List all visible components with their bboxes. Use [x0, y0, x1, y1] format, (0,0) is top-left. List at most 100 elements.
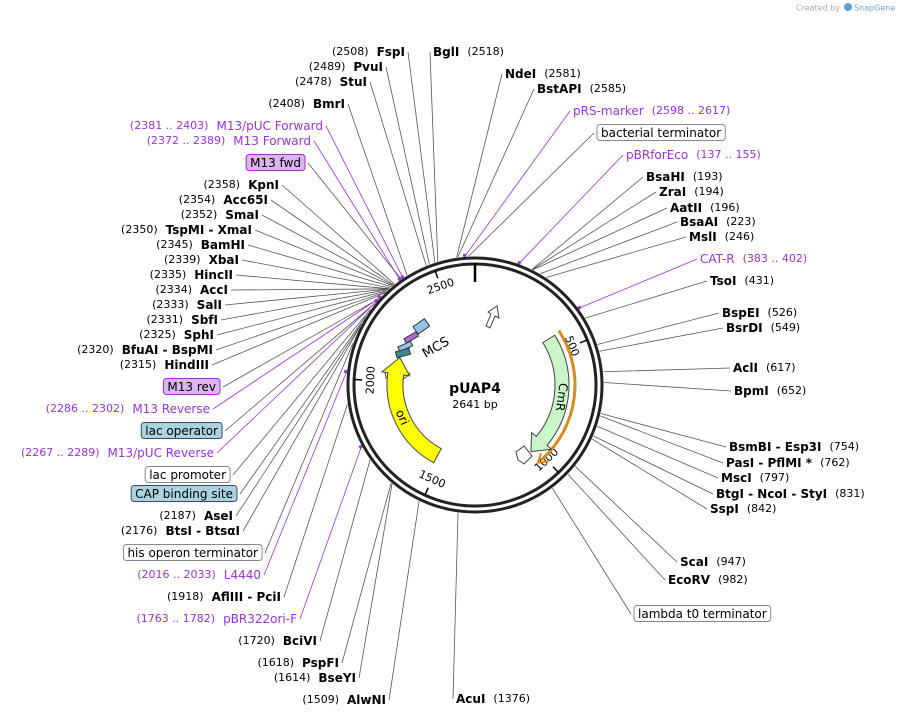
feature-box [130, 485, 238, 502]
site-name: BspEI [722, 306, 760, 320]
leader-line [546, 236, 687, 278]
site-label: SspI (842) [710, 502, 776, 516]
site-name: BciVI [283, 634, 317, 648]
site-name: SmaI [225, 208, 259, 222]
site-label: (2333) SalI [152, 298, 222, 312]
site-label: M13 fwd [250, 156, 301, 170]
site-label: BsaHI (193) [646, 170, 723, 184]
site-position: (2585) [590, 82, 627, 95]
ring-tick [579, 339, 588, 344]
site-label: pBRforEco (137 .. 155) [626, 148, 761, 162]
site-label: (2016 .. 2033) L4440 [137, 568, 261, 582]
site-name: FspI [377, 45, 405, 59]
site-label: lac promoter [149, 468, 226, 482]
ring-tick-label: 1500 [417, 467, 448, 490]
site-name: EcoRV [668, 573, 711, 587]
site-name: StuI [340, 75, 367, 89]
leader-line [518, 154, 624, 264]
site-name: TspMI - XmaI [166, 223, 252, 237]
site-label: BspEI (526) [722, 306, 797, 320]
brand: SnapGene [854, 4, 895, 13]
site-position: (2345) [156, 238, 193, 251]
site-label: BpmI (652) [734, 384, 806, 398]
site-name: PasI - PflMI * [726, 456, 813, 470]
site-position: (2354) [179, 193, 216, 206]
site-name: BsmBI - Esp3I [729, 440, 821, 454]
feature-name: M13 rev [167, 380, 216, 394]
site-name: BglI [433, 45, 459, 59]
site-position: (797) [760, 471, 790, 484]
site-name: BtgI - NcoI - StyI [716, 487, 827, 501]
feature-name: CAP binding site [135, 487, 233, 501]
site-name: TsoI [710, 274, 736, 288]
site-label: (2508) FspI [332, 45, 405, 59]
leader-line [585, 280, 708, 319]
feature-box [144, 466, 231, 483]
site-label: (2345) BamHI [156, 238, 245, 252]
plasmid-name: pUAP4 [449, 381, 501, 397]
site-label: bacterial terminator [601, 126, 721, 140]
primer-primer: M13/pUC Reverse [108, 446, 215, 460]
site-label: EcoRV (982) [668, 573, 748, 587]
site-label: (1614) BseYI [274, 671, 356, 685]
leader-line [235, 323, 362, 517]
leader-line [261, 214, 394, 286]
leader-line [239, 316, 366, 495]
credit: Created by [796, 4, 840, 13]
site-position: (982) [718, 573, 748, 586]
site-position: (196) [710, 201, 740, 214]
site-label: (2354) Acc65I [179, 193, 268, 207]
site-name: XbaI [209, 253, 239, 267]
site-label: CAT-R (383 .. 402) [700, 252, 807, 266]
leader-line [597, 312, 720, 345]
leader-line [313, 140, 401, 281]
leader-line [235, 274, 390, 290]
leader-line [531, 176, 644, 270]
site-name: BseYI [318, 671, 356, 685]
leader-line [599, 327, 724, 352]
leader-line [341, 482, 392, 664]
leader-line [230, 288, 389, 291]
site-name: MslI [689, 230, 717, 244]
leader-line [281, 184, 395, 285]
site-label: his operon terminator [127, 546, 258, 560]
primer-primer: M13 Forward [233, 134, 311, 148]
site-label: (2315) HindIII [120, 358, 209, 372]
site-name: AccI [200, 283, 228, 297]
site-position: (2325) [139, 328, 176, 341]
site-name: ZraI [659, 185, 686, 199]
site-label: (1763 .. 1782) pBR322ori-F [137, 612, 298, 626]
site-label: lac operator [145, 424, 218, 438]
site-position: (193) [693, 170, 723, 183]
leader-line [283, 404, 348, 598]
site-label: lambda t0 terminator [638, 607, 767, 621]
site-label: (2478) StuI [295, 75, 367, 89]
leader-line [264, 342, 354, 554]
feature-label: CmR [553, 382, 571, 412]
site-position: (194) [694, 185, 724, 198]
site-name: SspI [710, 502, 739, 516]
site-name: BfuAI - BspMI [122, 343, 213, 357]
site-position: (754) [829, 440, 859, 453]
ring-outer [346, 256, 604, 514]
site-label: MscI (797) [721, 471, 789, 485]
site-name: HincII [194, 268, 233, 282]
mcs-box [403, 331, 420, 344]
primer-primer: M13/pUC Forward [216, 119, 323, 133]
leader-line [597, 425, 719, 479]
leader-line [347, 103, 408, 276]
leader-line [307, 162, 402, 280]
leader-line [540, 221, 678, 275]
site-position: (2358) [204, 178, 241, 191]
brand-icon [844, 3, 852, 11]
cmr-arrow [530, 334, 570, 453]
promoter-arrow [515, 445, 533, 465]
primer-primer: CAT-R [700, 252, 735, 266]
feature-box [596, 124, 726, 141]
leader-line [600, 413, 727, 448]
leader-line [212, 297, 381, 410]
site-position: (2315) [120, 358, 157, 371]
site-label: BstAPI (2585) [537, 82, 626, 96]
site-label: ZraI (194) [659, 185, 724, 199]
